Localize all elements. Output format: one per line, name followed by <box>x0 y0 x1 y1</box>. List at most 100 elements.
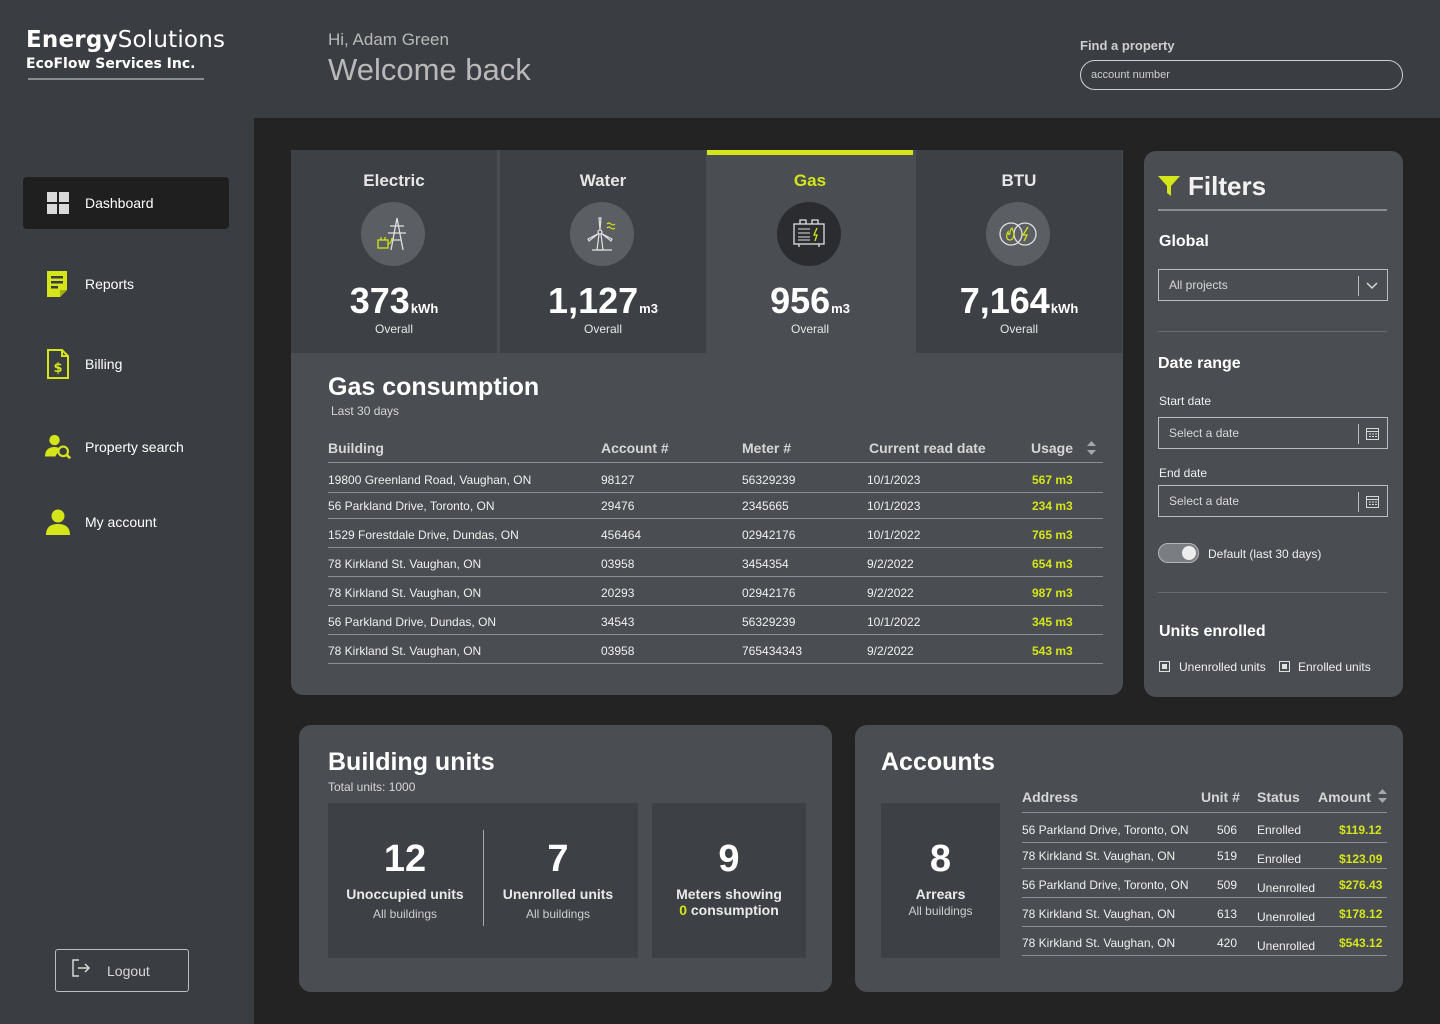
cell-usage: 234 m3 <box>1032 499 1073 513</box>
col-header-meter[interactable]: Meter # <box>742 440 792 456</box>
start-date-placeholder: Select a date <box>1169 426 1240 440</box>
cell-read-date: 10/1/2023 <box>867 473 921 487</box>
meters-stats-box <box>652 803 806 958</box>
sort-icon[interactable] <box>1378 789 1387 808</box>
table-row[interactable]: 78 Kirkland St. Vaughan, ON 519 Enrolled… <box>1022 840 1387 869</box>
cell-unit: 509 <box>1217 878 1238 892</box>
tab-value: 373kWh <box>349 280 439 321</box>
unenrolled-label: Unenrolled units <box>1179 660 1266 674</box>
cell-building: 19800 Greenland Road, Vaughan, ON <box>328 473 532 487</box>
building-units-title: Building units <box>328 748 495 776</box>
col-header-amount[interactable]: Amount <box>1318 789 1371 805</box>
calendar-icon[interactable] <box>1366 495 1379 511</box>
unenrolled-checkbox[interactable] <box>1159 661 1170 672</box>
cell-read-date: 10/1/2023 <box>867 499 921 513</box>
project-select[interactable]: All projects <box>1158 269 1388 301</box>
table-row[interactable]: 78 Kirkland St. Vaughan, ON 613 Unenroll… <box>1022 898 1387 927</box>
tab-water[interactable]: Water 1,127m3 Overall <box>500 150 706 353</box>
person-search-icon <box>45 434 71 460</box>
sidebar-item-label: Billing <box>85 356 123 372</box>
calendar-icon[interactable] <box>1366 427 1379 443</box>
cell-address: 78 Kirkland St. Vaughan, ON <box>1022 907 1176 921</box>
arrears-number: 8 <box>929 838 952 880</box>
tab-btu[interactable]: BTU 7,164kWh Overall <box>916 150 1122 353</box>
sidebar-item-label: Property search <box>85 439 184 455</box>
col-header-building[interactable]: Building <box>328 440 384 456</box>
table-row[interactable]: 56 Parkland Drive, Toronto, ON 506 Enrol… <box>1022 814 1387 843</box>
sidebar-item-label: Dashboard <box>85 195 154 211</box>
table-row[interactable]: 78 Kirkland St. Vaughan, ON 03958 345435… <box>328 548 1103 577</box>
gas-meter-icon <box>777 202 841 266</box>
enrolled-checkbox[interactable] <box>1279 661 1290 672</box>
select-divider <box>1358 276 1359 296</box>
cell-status: Unenrolled <box>1257 881 1316 895</box>
cell-building: 78 Kirkland St. Vaughan, ON <box>328 586 482 600</box>
start-date-field[interactable]: Select a date <box>1158 417 1388 449</box>
brand-logo: EnergySolutions EcoFlow Services Inc. <box>26 27 225 80</box>
brand-company: EcoFlow Services Inc. <box>26 56 196 72</box>
col-header-address[interactable]: Address <box>1022 789 1079 805</box>
tab-label: Water <box>579 171 627 190</box>
table-row[interactable]: 56 Parkland Drive, Toronto, ON 29476 234… <box>328 490 1103 519</box>
cell-building: 78 Kirkland St. Vaughan, ON <box>328 557 482 571</box>
sidebar-item-my-account[interactable]: My account <box>23 496 229 548</box>
table-row[interactable]: 56 Parkland Drive, Dundas, ON 34543 5632… <box>328 606 1103 635</box>
stat-meters-label-2: 0 consumption <box>679 902 779 918</box>
table-row[interactable]: 56 Parkland Drive, Toronto, ON 509 Unenr… <box>1022 869 1387 898</box>
arrears-stats-box <box>881 803 1000 958</box>
funnel-icon <box>1158 176 1180 201</box>
tab-gas[interactable]: Gas 956m3 Overall <box>707 150 913 353</box>
cell-unit: 519 <box>1217 849 1238 863</box>
table-row[interactable]: 1529 Forestdale Drive, Dundas, ON 456464… <box>328 519 1103 548</box>
units-enrolled-heading: Units enrolled <box>1159 623 1266 640</box>
logout-label: Logout <box>107 962 150 979</box>
report-icon <box>45 271 71 297</box>
cell-usage: 654 m3 <box>1032 557 1073 571</box>
field-divider <box>1358 492 1359 512</box>
table-row[interactable]: 19800 Greenland Road, Vaughan, ON 98127 … <box>328 464 1103 493</box>
tab-sub: Overall <box>583 322 622 336</box>
cell-meter: 765434343 <box>742 644 803 658</box>
cell-unit: 420 <box>1217 936 1238 950</box>
tab-label: BTU <box>1001 171 1037 190</box>
filters-title: Filters <box>1188 171 1267 201</box>
cell-status: Unenrolled <box>1257 910 1316 924</box>
toggle-knob <box>1182 546 1196 560</box>
cell-read-date: 9/2/2022 <box>867 586 914 600</box>
end-date-field[interactable]: Select a date <box>1158 485 1388 517</box>
default-range-toggle[interactable] <box>1158 543 1199 563</box>
tab-sub: Overall <box>999 322 1038 336</box>
table-row[interactable]: 78 Kirkland St. Vaughan, ON 20293 029421… <box>328 577 1103 606</box>
arrears-sub: All buildings <box>908 904 973 918</box>
col-header-account[interactable]: Account # <box>601 440 669 456</box>
cell-usage: 567 m3 <box>1032 473 1073 487</box>
enrolled-label: Enrolled units <box>1298 660 1371 674</box>
person-icon <box>45 509 71 535</box>
flame-bolt-icon <box>986 202 1050 266</box>
filters-divider <box>1158 209 1387 211</box>
col-header-usage[interactable]: Usage <box>1031 440 1074 456</box>
col-header-read-date[interactable]: Current read date <box>869 440 986 456</box>
sidebar-item-reports[interactable]: Reports <box>23 258 229 310</box>
col-header-unit[interactable]: Unit # <box>1201 789 1240 805</box>
tab-electric[interactable]: Electric 373kWh Overall <box>291 150 497 353</box>
sort-icon[interactable] <box>1087 441 1096 460</box>
tab-label: Electric <box>363 171 425 190</box>
stat-meters-number: 9 <box>718 838 740 880</box>
table-row[interactable]: 78 Kirkland St. Vaughan, ON 420 Unenroll… <box>1022 927 1387 956</box>
cell-account: 29476 <box>601 499 635 513</box>
cell-usage: 345 m3 <box>1032 615 1073 629</box>
cell-unit: 506 <box>1217 823 1238 837</box>
cell-account: 456464 <box>601 528 642 542</box>
property-search-input[interactable] <box>1080 60 1403 90</box>
table-row[interactable]: 78 Kirkland St. Vaughan, ON 03958 765434… <box>328 635 1103 664</box>
sidebar-item-dashboard[interactable]: Dashboard <box>23 177 229 229</box>
filters-divider <box>1158 592 1387 593</box>
logout-button[interactable]: Logout <box>55 949 189 992</box>
billing-icon: $ <box>45 349 71 379</box>
sidebar-item-billing[interactable]: $ Billing <box>23 338 229 390</box>
stat-unoccupied-sub: All buildings <box>372 907 438 921</box>
sidebar-item-property-search[interactable]: Property search <box>23 421 229 473</box>
col-header-status[interactable]: Status <box>1257 789 1300 805</box>
cell-meter: 56329239 <box>742 473 796 487</box>
